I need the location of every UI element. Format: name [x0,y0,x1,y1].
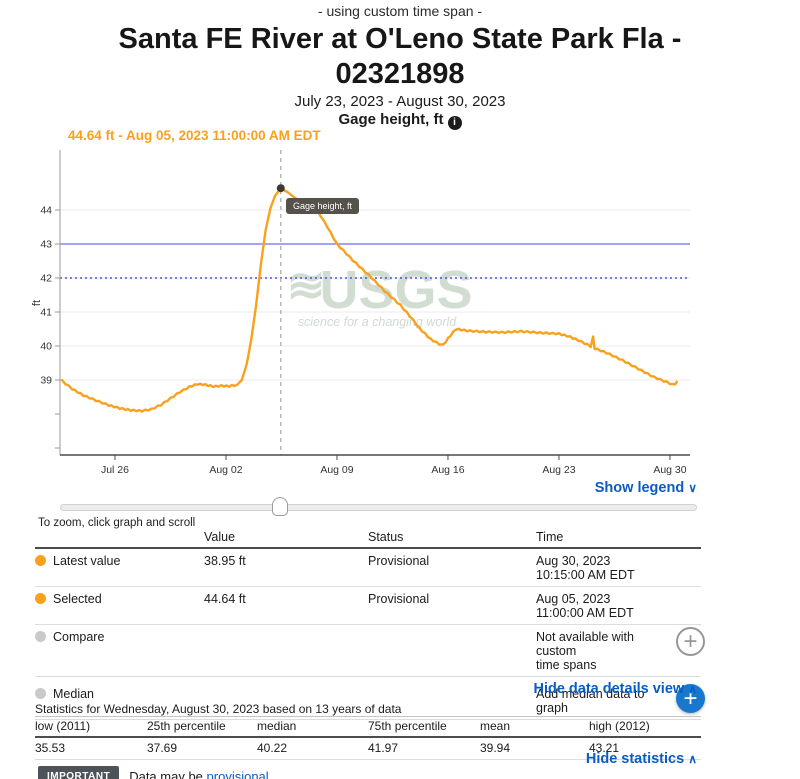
parameter-label: Gage height, ft [338,111,444,128]
svg-text:USGS: USGS [319,260,472,320]
table-row-median: Median Add median data to graph + [35,682,705,720]
statistics-value-row: 35.53 37.69 40.22 41.97 39.94 43.21 [35,738,701,760]
provisional-link[interactable]: provisional [206,769,269,779]
info-icon[interactable]: i [447,116,462,130]
svg-text:Aug 09: Aug 09 [320,464,353,476]
svg-text:Aug 23: Aug 23 [542,464,575,476]
svg-text:ft: ft [31,300,43,306]
latest-marker-icon [35,555,46,566]
svg-text:science for a changing world: science for a changing world [298,315,457,329]
important-badge: IMPORTANT [38,766,120,779]
hide-statistics-button[interactable]: Hide statistics ∧ [585,751,697,767]
statistics-table: low (2011) 25th percentile median 75th perc… [35,716,701,760]
svg-text:39: 39 [40,375,52,387]
svg-text:42: 42 [40,273,52,285]
show-legend-button[interactable]: Show legend ∨ [594,480,697,496]
parameter-heading: Gage height, ft i [0,111,800,130]
selected-marker-icon [35,593,46,604]
add-median-button[interactable]: + [676,684,705,713]
chart-tooltip: Gage height, ft [286,198,360,214]
provisional-data-notice: IMPORTANT Data may be provisional [38,766,269,779]
table-row-compare: Compare Not available with custom time sp… [35,625,705,677]
page-title: Santa FE River at O'Leno State Park Fla … [118,23,682,90]
statistics-caption: Statistics for Wednesday, August 30, 202… [35,702,402,716]
date-range: July 23, 2023 - August 30, 2023 [294,93,506,110]
svg-text:44: 44 [40,205,52,217]
statistics-header-row: low (2011) 25th percentile median 75th perc… [35,716,701,738]
table-row-selected: Selected 44.64 ft Provisional Aug 05, 20… [35,587,701,625]
chevron-up-icon: ∧ [688,682,697,696]
svg-text:Aug 30: Aug 30 [653,464,686,476]
hide-data-details-button[interactable]: Hide data details view ∧ [533,681,697,697]
col-value: Value [204,530,236,544]
compare-marker-icon [35,631,46,642]
chevron-down-icon: ∨ [688,481,697,495]
chevron-up-icon: ∧ [688,752,697,766]
zoom-slider-track[interactable] [60,504,697,511]
zoom-slider-handle[interactable] [272,497,288,516]
svg-text:Jul 26: Jul 26 [101,464,129,476]
add-compare-button[interactable]: + [676,627,705,656]
details-header-row: Value Status Time [35,530,701,549]
svg-text:41: 41 [40,307,52,319]
data-details-table: Value Status Time Latest value 38.95 ft … [35,530,705,720]
selected-value-annotation: 44.64 ft - Aug 05, 2023 11:00:00 AM EDT [68,128,321,143]
svg-text:40: 40 [40,341,52,353]
median-marker-icon [35,688,46,699]
zoom-hint: To zoom, click graph and scroll [38,517,196,529]
svg-text:Aug 16: Aug 16 [431,464,464,476]
col-time: Time [536,530,564,544]
hydrograph-chart[interactable]: ≋ USGS science for a changing world 39 40 41 4… [0,145,800,478]
col-status: Status [368,530,404,544]
custom-time-span-note: - using custom time span - [317,3,483,19]
svg-text:43: 43 [40,239,52,251]
svg-text:≋: ≋ [287,259,326,311]
svg-text:Aug 02: Aug 02 [209,464,242,476]
table-row-latest: Latest value 38.95 ft Provisional Aug 30… [35,549,701,587]
